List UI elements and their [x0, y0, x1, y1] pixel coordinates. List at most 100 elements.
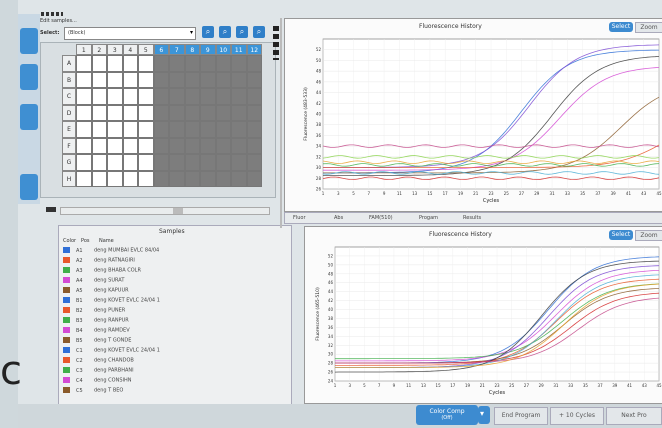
plate-well[interactable]: [184, 88, 200, 105]
plate-well[interactable]: [246, 88, 262, 105]
filter-item[interactable]: FAM(510): [369, 215, 393, 221]
plate-well[interactable]: [122, 104, 138, 121]
plate-well[interactable]: [200, 170, 216, 187]
plate-well[interactable]: [76, 137, 92, 154]
sample-row[interactable]: B3 deng RANPUR: [63, 317, 129, 326]
plate-well[interactable]: [231, 137, 247, 154]
plate-well[interactable]: [122, 71, 138, 88]
plate-row-header[interactable]: C: [62, 88, 76, 105]
plate-col-header[interactable]: 8: [184, 44, 200, 55]
plate-col-header[interactable]: 3: [107, 44, 123, 55]
filter-item[interactable]: Results: [463, 215, 482, 221]
edit-samples-link[interactable]: Edit samples...: [40, 18, 77, 24]
plate-row-header[interactable]: H: [62, 170, 76, 187]
plate-well[interactable]: [91, 88, 107, 105]
plate-well[interactable]: [153, 88, 169, 105]
plate-well[interactable]: [107, 137, 123, 154]
plate-well[interactable]: [200, 154, 216, 171]
chart-bottom-zoom-button[interactable]: Zoom: [635, 230, 662, 241]
plate-well[interactable]: [184, 55, 200, 72]
plate-well[interactable]: [91, 154, 107, 171]
plate-col-header[interactable]: 2: [91, 44, 107, 55]
plate-well[interactable]: [184, 71, 200, 88]
plate-well[interactable]: [153, 170, 169, 187]
plate-well[interactable]: [91, 71, 107, 88]
plate-well[interactable]: [215, 121, 231, 138]
plate-well[interactable]: [138, 71, 154, 88]
plate-well[interactable]: [246, 104, 262, 121]
plate-well[interactable]: [169, 137, 185, 154]
plate-row-header[interactable]: G: [62, 154, 76, 171]
plate-col-header[interactable]: 10: [215, 44, 231, 55]
plate-well[interactable]: [138, 170, 154, 187]
chart-top-zoom-button[interactable]: Zoom: [635, 22, 662, 33]
color-comp-dropdown[interactable]: ▾: [478, 406, 490, 424]
tool-icon-4[interactable]: ⌕: [253, 26, 265, 38]
plate-well[interactable]: [107, 104, 123, 121]
plate-well[interactable]: [122, 137, 138, 154]
next-program-button[interactable]: Next Pro: [606, 407, 662, 425]
plate-well[interactable]: [215, 170, 231, 187]
plate-well[interactable]: [231, 55, 247, 72]
sample-row[interactable]: C1 deng KOVET EVLC 24/04 1: [63, 347, 160, 356]
plate-well[interactable]: [169, 88, 185, 105]
plate-well[interactable]: [122, 121, 138, 138]
sample-row[interactable]: B2 deng PUNER: [63, 307, 125, 316]
filter-item[interactable]: Progam: [419, 215, 439, 221]
plate-well[interactable]: [76, 121, 92, 138]
plate-well[interactable]: [231, 170, 247, 187]
plate-scrollbar[interactable]: [60, 207, 270, 215]
plate-well[interactable]: [246, 154, 262, 171]
filter-item[interactable]: Fluor: [293, 215, 306, 221]
sample-row[interactable]: C3 deng PARBHANI: [63, 367, 134, 376]
chart-top-select-button[interactable]: Select: [609, 22, 633, 32]
plate-col-header[interactable]: 1: [76, 44, 92, 55]
plate-well[interactable]: [231, 154, 247, 171]
plate-well[interactable]: [76, 88, 92, 105]
plate-row-header[interactable]: E: [62, 121, 76, 138]
plate-well[interactable]: [169, 55, 185, 72]
chart-bottom-select-button[interactable]: Select: [609, 230, 633, 240]
plate-col-header[interactable]: 7: [169, 44, 185, 55]
plate-well[interactable]: [184, 137, 200, 154]
plate-row-header[interactable]: D: [62, 104, 76, 121]
plate-well[interactable]: [231, 88, 247, 105]
plate-well[interactable]: [107, 121, 123, 138]
tool-icon-2[interactable]: ⌕: [219, 26, 231, 38]
plate-well[interactable]: [184, 154, 200, 171]
scroll-thumb[interactable]: [173, 208, 183, 214]
plate-well[interactable]: [122, 88, 138, 105]
plate-well[interactable]: [107, 71, 123, 88]
plate-well[interactable]: [91, 121, 107, 138]
plate-well[interactable]: [246, 71, 262, 88]
plate-well[interactable]: [184, 121, 200, 138]
plate-well[interactable]: [169, 154, 185, 171]
sample-row[interactable]: A1 deng MUMBAI EVLC 84/04: [63, 247, 159, 256]
plate-well[interactable]: [138, 137, 154, 154]
plate-well[interactable]: [153, 154, 169, 171]
filter-item[interactable]: Abs: [334, 215, 344, 221]
plate-well[interactable]: [200, 88, 216, 105]
select-dropdown[interactable]: (Block) ▾: [64, 27, 196, 40]
sample-row[interactable]: C4 deng CONSIHN: [63, 377, 132, 386]
plate-row-header[interactable]: B: [62, 71, 76, 88]
plate-well[interactable]: [122, 154, 138, 171]
plate-well[interactable]: [153, 71, 169, 88]
plate-well[interactable]: [76, 71, 92, 88]
plate-well[interactable]: [246, 170, 262, 187]
plate-well[interactable]: [246, 137, 262, 154]
plate-well[interactable]: [107, 55, 123, 72]
plate-well[interactable]: [215, 104, 231, 121]
plate-well[interactable]: [215, 71, 231, 88]
plate-well[interactable]: [76, 170, 92, 187]
plate-well[interactable]: [231, 121, 247, 138]
plate-well[interactable]: [246, 55, 262, 72]
plate-well[interactable]: [169, 71, 185, 88]
sample-row[interactable]: B5 deng T GONDE: [63, 337, 131, 346]
toolbar-button-4[interactable]: [20, 174, 38, 200]
plate-well[interactable]: [215, 55, 231, 72]
scroll-left-icon[interactable]: [46, 207, 56, 212]
sample-row[interactable]: A4 deng SURAT: [63, 277, 124, 286]
sample-row[interactable]: C5 deng T BEO: [63, 387, 123, 396]
plate-well[interactable]: [153, 55, 169, 72]
